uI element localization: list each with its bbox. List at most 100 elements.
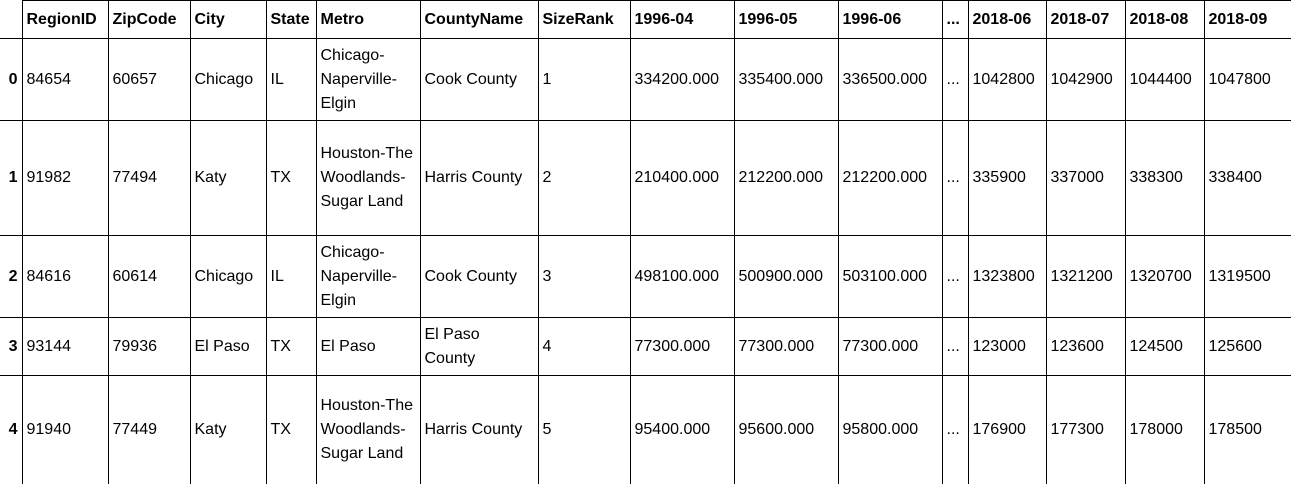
column-header: 2018-09 — [1203, 0, 1291, 39]
table-cell: 3 — [537, 235, 631, 318]
table-cell: 91982 — [21, 120, 109, 236]
column-header: 2018-07 — [1045, 0, 1126, 39]
table-cell: TX — [265, 375, 317, 484]
column-header: Metro — [315, 0, 421, 39]
table-row: 0 84654 60657 Chicago IL Chicago-Napervi… — [0, 38, 1291, 121]
table-cell: TX — [265, 317, 317, 376]
table-cell: 335400.000 — [733, 38, 839, 121]
table-cell: 77300.000 — [837, 317, 943, 376]
table-cell: Cook County — [419, 235, 539, 318]
table-cell-ellipsis: ... — [941, 120, 969, 236]
table-row: 4 91940 77449 Katy TX Houston-The Woodla… — [0, 375, 1291, 484]
table-cell: Chicago-Naperville-Elgin — [315, 38, 421, 121]
table-cell: Harris County — [419, 375, 539, 484]
table-cell: Houston-The Woodlands-Sugar Land — [315, 375, 421, 484]
column-header: 2018-06 — [967, 0, 1047, 39]
table-cell-ellipsis: ... — [941, 375, 969, 484]
table-cell: 77300.000 — [733, 317, 839, 376]
row-index: 4 — [0, 375, 23, 484]
row-index: 3 — [0, 317, 23, 376]
table-cell: 338400 — [1203, 120, 1291, 236]
column-header: SizeRank — [537, 0, 631, 39]
table-cell: 1044400 — [1124, 38, 1205, 121]
table-cell: 336500.000 — [837, 38, 943, 121]
table-cell: 334200.000 — [629, 38, 735, 121]
dataframe-table: RegionID ZipCode City State Metro County… — [0, 0, 1291, 484]
table-cell: Houston-The Woodlands-Sugar Land — [315, 120, 421, 236]
table-cell: 4 — [537, 317, 631, 376]
table-cell-ellipsis: ... — [941, 235, 969, 318]
table-cell: 212200.000 — [837, 120, 943, 236]
table-cell: 1321200 — [1045, 235, 1126, 318]
table-cell: 1323800 — [967, 235, 1047, 318]
column-header: 1996-04 — [629, 0, 735, 39]
table-cell: 95600.000 — [733, 375, 839, 484]
table-row: 1 91982 77494 Katy TX Houston-The Woodla… — [0, 120, 1291, 236]
table-cell: 503100.000 — [837, 235, 943, 318]
column-header: CountyName — [419, 0, 539, 39]
table-cell: 93144 — [21, 317, 109, 376]
table-cell: 335900 — [967, 120, 1047, 236]
table-cell: El Paso — [315, 317, 421, 376]
table-cell: 500900.000 — [733, 235, 839, 318]
table-row: 2 84616 60614 Chicago IL Chicago-Napervi… — [0, 235, 1291, 318]
table-cell: 77494 — [107, 120, 191, 236]
table-cell: 1319500 — [1203, 235, 1291, 318]
table-cell: IL — [265, 38, 317, 121]
row-index: 1 — [0, 120, 23, 236]
header-row: RegionID ZipCode City State Metro County… — [0, 0, 1291, 39]
column-header: ZipCode — [107, 0, 191, 39]
row-index: 2 — [0, 235, 23, 318]
table-cell: 124500 — [1124, 317, 1205, 376]
column-header: 2018-08 — [1124, 0, 1205, 39]
table-cell: IL — [265, 235, 317, 318]
row-index: 0 — [0, 38, 23, 121]
table-cell: 337000 — [1045, 120, 1126, 236]
table-cell: 77300.000 — [629, 317, 735, 376]
table-cell: Katy — [189, 120, 267, 236]
table-cell: Harris County — [419, 120, 539, 236]
column-header: 1996-05 — [733, 0, 839, 39]
table-cell: 338300 — [1124, 120, 1205, 236]
column-header: 1996-06 — [837, 0, 943, 39]
table-cell: Katy — [189, 375, 267, 484]
table-cell: 79936 — [107, 317, 191, 376]
table-cell: 498100.000 — [629, 235, 735, 318]
table-cell: 1042900 — [1045, 38, 1126, 121]
column-header: City — [189, 0, 267, 39]
table-cell: 1320700 — [1124, 235, 1205, 318]
table-cell: 178000 — [1124, 375, 1205, 484]
table-cell: 95400.000 — [629, 375, 735, 484]
table-cell: 177300 — [1045, 375, 1126, 484]
table-cell: 1 — [537, 38, 631, 121]
column-header-ellipsis: ... — [941, 0, 969, 39]
table-cell: El Paso County — [419, 317, 539, 376]
table-cell: 91940 — [21, 375, 109, 484]
table-row: 3 93144 79936 El Paso TX El Paso El Paso… — [0, 317, 1291, 376]
table-cell: 212200.000 — [733, 120, 839, 236]
table-cell: 60657 — [107, 38, 191, 121]
table-cell-ellipsis: ... — [941, 317, 969, 376]
table-cell: 176900 — [967, 375, 1047, 484]
table-cell: Chicago — [189, 38, 267, 121]
table-cell: 95800.000 — [837, 375, 943, 484]
table-cell: 77449 — [107, 375, 191, 484]
table-cell: 1047800 — [1203, 38, 1291, 121]
index-header-corner — [0, 0, 23, 39]
table-cell: Cook County — [419, 38, 539, 121]
table-cell: 125600 — [1203, 317, 1291, 376]
table-cell: 123600 — [1045, 317, 1126, 376]
table-cell: 5 — [537, 375, 631, 484]
table-cell: 2 — [537, 120, 631, 236]
table-cell: 123000 — [967, 317, 1047, 376]
table-cell-ellipsis: ... — [941, 38, 969, 121]
table-cell: Chicago — [189, 235, 267, 318]
column-header: RegionID — [21, 0, 109, 39]
table-cell: El Paso — [189, 317, 267, 376]
column-header: State — [265, 0, 317, 39]
table-cell: 178500 — [1203, 375, 1291, 484]
table-cell: Chicago-Naperville-Elgin — [315, 235, 421, 318]
table-cell: 1042800 — [967, 38, 1047, 121]
table-cell: 84654 — [21, 38, 109, 121]
table-cell: TX — [265, 120, 317, 236]
